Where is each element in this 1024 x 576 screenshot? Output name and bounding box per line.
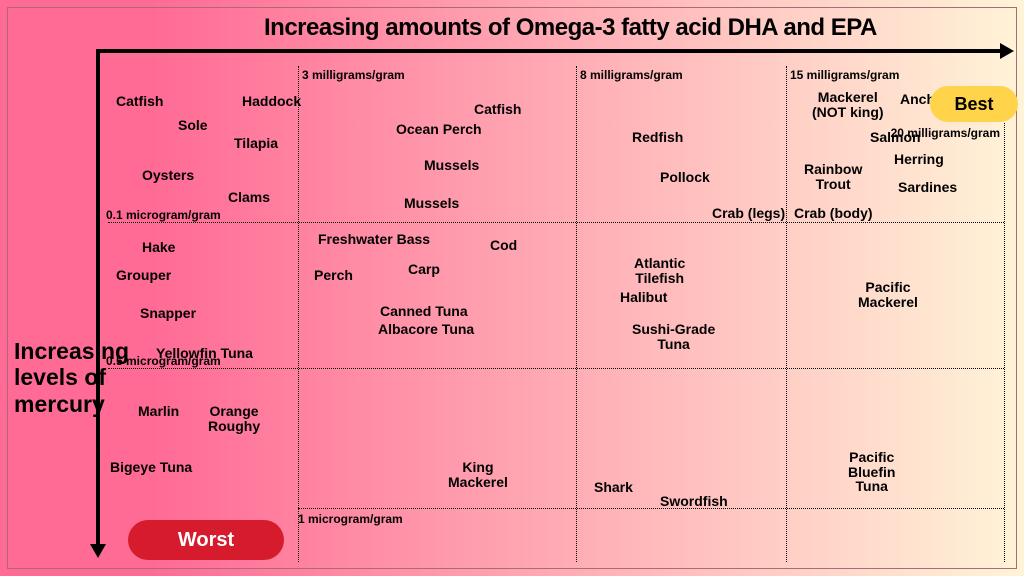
fish-label: Albacore Tuna	[378, 322, 474, 337]
fish-label: Catfish	[474, 102, 521, 117]
gridline-v	[1004, 123, 1005, 562]
fish-label: Mackerel (NOT king)	[812, 90, 884, 119]
chart-title: Increasing amounts of Omega-3 fatty acid…	[264, 14, 877, 42]
fish-label: Sole	[178, 118, 208, 133]
fish-label: Crab (body)	[794, 206, 873, 221]
fish-label: Catfish	[116, 94, 163, 109]
fish-label: Cod	[490, 238, 517, 253]
fish-label: Rainbow Trout	[804, 162, 862, 191]
fish-label: Pacific Bluefin Tuna	[848, 450, 895, 494]
fish-label: Ocean Perch	[396, 122, 482, 137]
fish-label: Oysters	[142, 168, 194, 183]
fish-label: Sushi-Grade Tuna	[632, 322, 715, 351]
fish-label: Shark	[594, 480, 633, 495]
y-axis-arrow-head	[90, 544, 106, 558]
fish-label: Tilapia	[234, 136, 278, 151]
fish-label: Carp	[408, 262, 440, 277]
grid-label-y: 1 microgram/gram	[298, 512, 403, 526]
gridline-h	[108, 222, 1004, 223]
fish-label: Canned Tuna	[380, 304, 468, 319]
grid-label-y: 0.1 microgram/gram	[106, 208, 221, 222]
x-axis-arrow	[96, 49, 1002, 53]
fish-label: Clams	[228, 190, 270, 205]
fish-label: Pollock	[660, 170, 710, 185]
fish-label: Salmon	[870, 130, 921, 145]
fish-label: Sardines	[898, 180, 957, 195]
fish-label: Haddock	[242, 94, 301, 109]
gridline-v	[786, 66, 787, 562]
fish-label: Marlin	[138, 404, 179, 419]
fish-label: Hake	[142, 240, 175, 255]
fish-label: Atlantic Tilefish	[634, 256, 685, 285]
y-axis-title: Increasing levels of mercury	[14, 338, 129, 417]
fish-label: Grouper	[116, 268, 171, 283]
y-axis-arrow	[96, 49, 100, 546]
gridline-h	[108, 368, 1004, 369]
fish-label: Mussels	[404, 196, 459, 211]
gridline-v	[298, 66, 299, 562]
fish-label: Perch	[314, 268, 353, 283]
grid-label-x: 8 milligrams/gram	[580, 68, 683, 82]
gridline-h	[298, 508, 1004, 509]
fish-label: Snapper	[140, 306, 196, 321]
fish-label: Orange Roughy	[208, 404, 260, 433]
fish-label: Mussels	[424, 158, 479, 173]
worst-badge: Worst	[128, 520, 284, 560]
fish-label: Swordfish	[660, 494, 728, 509]
fish-label: Halibut	[620, 290, 667, 305]
best-badge: Best	[930, 86, 1018, 122]
gridline-v	[576, 66, 577, 562]
fish-label: Freshwater Bass	[318, 232, 430, 247]
x-axis-arrow-head	[1000, 43, 1014, 59]
grid-label-x: 3 milligrams/gram	[302, 68, 405, 82]
fish-label: Bigeye Tuna	[110, 460, 192, 475]
fish-label: Herring	[894, 152, 944, 167]
omega3-mercury-chart: Increasing amounts of Omega-3 fatty acid…	[0, 0, 1024, 576]
fish-label: Redfish	[632, 130, 683, 145]
fish-label: Yellowfin Tuna	[156, 346, 253, 361]
fish-label: Pacific Mackerel	[858, 280, 918, 309]
fish-label: King Mackerel	[448, 460, 508, 489]
fish-label: Crab (legs)	[712, 206, 785, 221]
grid-label-x: 15 milligrams/gram	[790, 68, 899, 82]
